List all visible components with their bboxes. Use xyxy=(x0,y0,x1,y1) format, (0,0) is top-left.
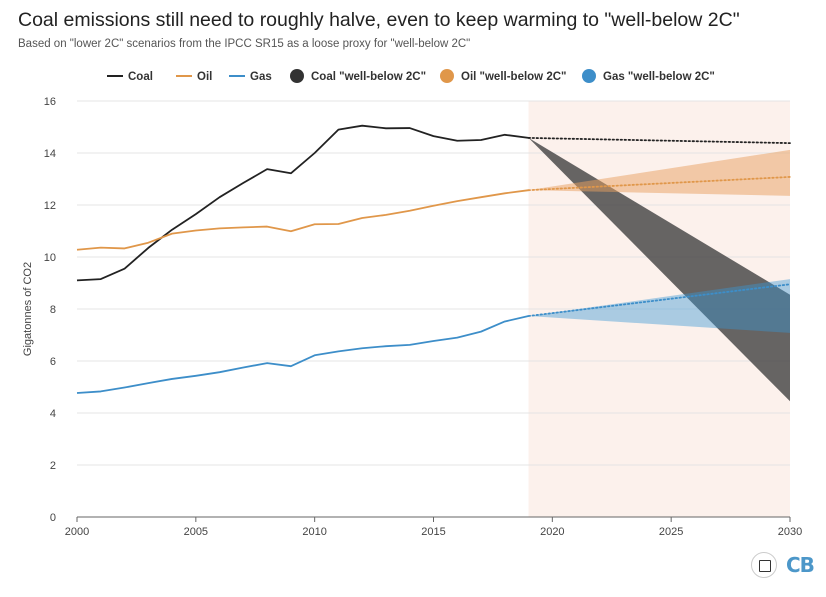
legend-label-oil-well-below-2c: Oil "well-below 2C" xyxy=(461,71,566,83)
expand-icon xyxy=(759,560,771,572)
legend: Coal Oil Gas Coal "well-below 2C" Oil "well-… xyxy=(107,69,715,83)
legend-label-coal-well-below-2c: Coal "well-below 2C" xyxy=(311,71,426,83)
carbonbrief-logo: CB xyxy=(786,553,814,577)
legend-label-gas: Gas xyxy=(250,71,272,83)
historical-lines xyxy=(77,126,529,393)
x-tick-label: 2000 xyxy=(65,526,89,538)
legend-swatch-gas-well-below-2c xyxy=(582,69,596,83)
y-tick-label: 8 xyxy=(50,304,56,316)
x-tick-label: 2005 xyxy=(184,526,208,538)
x-tick-label: 2020 xyxy=(540,526,564,538)
y-tick-label: 2 xyxy=(50,460,56,472)
x-tick-label: 2010 xyxy=(302,526,326,538)
x-tick-label: 2025 xyxy=(659,526,683,538)
legend-label-coal: Coal xyxy=(128,71,153,83)
y-tick-label: 12 xyxy=(44,200,56,212)
expand-button[interactable] xyxy=(751,552,777,578)
y-tick-label: 14 xyxy=(44,148,56,160)
x-tick-label: 2015 xyxy=(421,526,445,538)
x-tick-label: 2030 xyxy=(778,526,802,538)
legend-label-oil: Oil xyxy=(197,71,212,83)
series-line-oil xyxy=(77,190,529,250)
series-line-gas xyxy=(77,316,529,393)
y-axis-label: Gigatonnes of CO2 xyxy=(22,262,34,356)
legend-swatch-oil-well-below-2c xyxy=(440,69,454,83)
legend-label-gas-well-below-2c: Gas "well-below 2C" xyxy=(603,71,715,83)
y-tick-label: 0 xyxy=(50,512,56,524)
y-tick-label: 16 xyxy=(44,96,56,108)
y-tick-label: 4 xyxy=(50,408,56,420)
legend-swatch-coal-well-below-2c xyxy=(290,69,304,83)
y-tick-label: 10 xyxy=(44,252,56,264)
y-tick-label: 6 xyxy=(50,356,56,368)
